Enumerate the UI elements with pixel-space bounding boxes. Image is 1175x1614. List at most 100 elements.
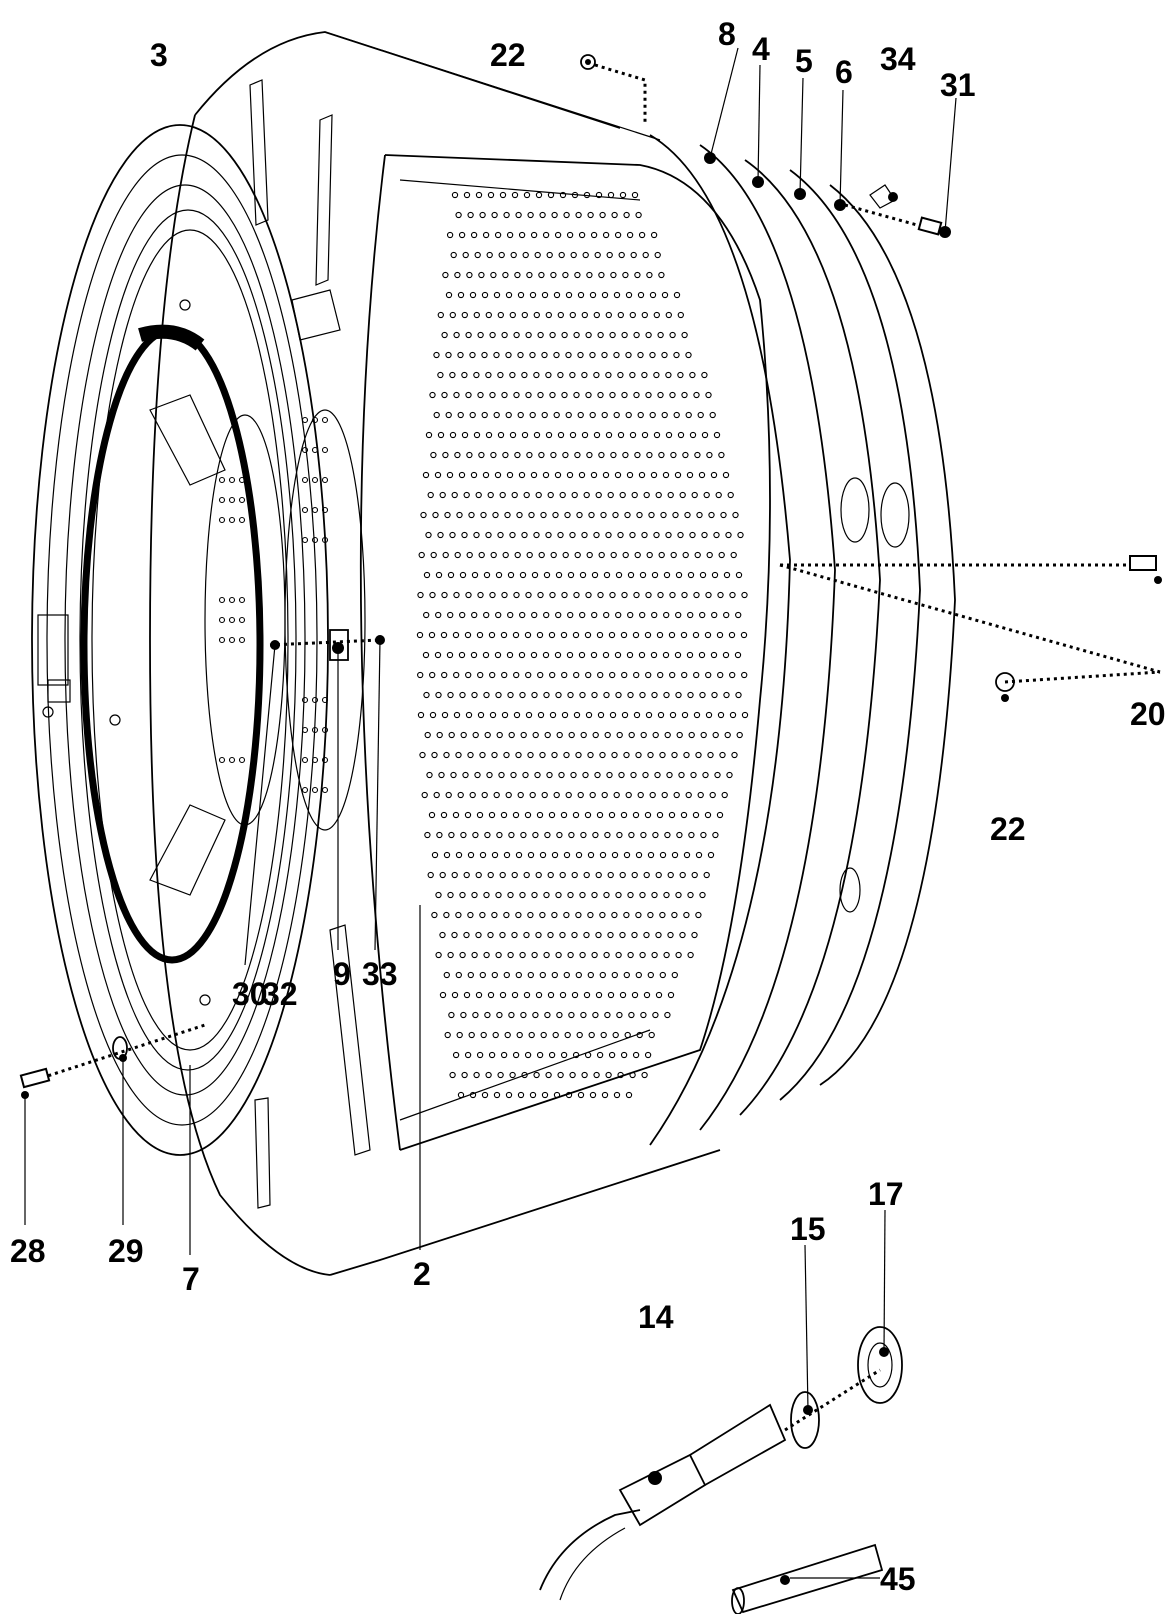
drum-hole — [598, 271, 605, 279]
drum-hole — [569, 371, 576, 379]
drum-hole — [692, 631, 700, 639]
drum-hole — [467, 211, 474, 219]
drum-hole — [435, 571, 443, 579]
drum-hole — [665, 371, 672, 379]
drum-hole — [679, 931, 686, 939]
drum-hole — [517, 791, 524, 799]
drum-hole — [496, 1011, 503, 1019]
drum-hole — [483, 571, 491, 579]
drum-hole — [499, 191, 507, 199]
drum-hole — [420, 511, 427, 519]
drum-hole — [416, 631, 424, 639]
drum-hole — [435, 611, 442, 619]
drum-hole — [561, 591, 568, 599]
drum-hole — [539, 751, 546, 759]
drum-hole — [585, 671, 592, 679]
drum-hole — [741, 591, 748, 599]
drum-hole — [629, 531, 636, 539]
drum-hole — [571, 991, 579, 999]
drum-hole — [608, 631, 616, 639]
drum-hole — [653, 371, 660, 379]
drum-hole — [634, 551, 641, 559]
drum-hole — [492, 1031, 499, 1039]
drum-hole — [553, 791, 560, 799]
drum-hole — [686, 471, 694, 479]
drum-hole — [514, 551, 521, 559]
drum-hole — [487, 191, 495, 199]
drum-hole — [640, 731, 647, 739]
drum-hole — [555, 611, 562, 619]
drum-hole — [658, 271, 665, 279]
drum-hole — [431, 911, 438, 919]
drum-hole — [646, 551, 653, 559]
drum-hole — [618, 251, 625, 259]
drum-hole — [625, 351, 632, 359]
drum-hole — [465, 391, 472, 399]
drum-hole — [583, 191, 591, 199]
drum-hole — [698, 471, 706, 479]
drum-hole — [597, 711, 605, 719]
drum-hole — [604, 831, 611, 839]
drum-hole — [539, 211, 546, 219]
drum-hole — [591, 691, 598, 699]
drum-hole — [495, 691, 502, 699]
drum-hole — [503, 211, 510, 219]
drum-hole — [705, 391, 712, 399]
drum-hole — [625, 1091, 633, 1099]
drum-hole — [563, 751, 570, 759]
drum-hole — [527, 211, 534, 219]
callout-9: 9 — [333, 956, 351, 992]
drum-hole — [511, 931, 518, 939]
drum-hole — [727, 491, 734, 499]
drum-hole — [607, 191, 615, 199]
drum-hole — [499, 931, 506, 939]
drum-hole — [570, 771, 577, 779]
drum-hole — [710, 471, 718, 479]
drum-hole — [519, 571, 527, 579]
drum-hole — [663, 691, 670, 699]
drum-hole — [667, 491, 674, 499]
drum-hole — [529, 291, 537, 299]
drum-hole — [528, 511, 535, 519]
drum-hole — [444, 511, 451, 519]
drum-hole — [493, 1091, 501, 1099]
drum-hole — [439, 871, 446, 879]
drum-hole — [689, 371, 696, 379]
drum-hole — [539, 851, 547, 859]
drum-hole — [688, 831, 695, 839]
drum-hole — [611, 211, 618, 219]
drum-hole — [503, 851, 511, 859]
drum-hole — [437, 371, 444, 379]
drum-hole — [704, 811, 712, 819]
drum-hole — [687, 951, 694, 959]
drum-hole — [632, 1051, 640, 1059]
drum-hole — [565, 291, 573, 299]
drum-hole — [519, 611, 526, 619]
drum-hole — [624, 1031, 631, 1039]
drum-hole — [525, 591, 532, 599]
drum-hole — [668, 811, 676, 819]
drum-hole — [610, 451, 617, 459]
drum-hole — [495, 611, 502, 619]
drum-hole — [500, 1051, 508, 1059]
drum-hole — [467, 751, 474, 759]
drum-hole — [512, 631, 520, 639]
drum-hole — [644, 1051, 652, 1059]
drum-hole — [613, 1091, 621, 1099]
drum-hole — [523, 491, 530, 499]
drum-hole — [600, 511, 607, 519]
drum-hole — [595, 991, 603, 999]
callout-32: 32 — [262, 976, 298, 1012]
drum-hole — [530, 651, 538, 659]
drum-hole — [655, 491, 662, 499]
drum-hole — [657, 331, 664, 339]
drum-hole — [723, 611, 730, 619]
callout-20: 20 — [1130, 696, 1166, 732]
drum-hole — [450, 771, 457, 779]
drum-hole — [695, 851, 703, 859]
drum-hole — [587, 851, 595, 859]
drum-hole — [478, 451, 485, 459]
drum-hole — [440, 811, 448, 819]
drum-hole — [623, 911, 630, 919]
drum-hole — [635, 971, 642, 979]
